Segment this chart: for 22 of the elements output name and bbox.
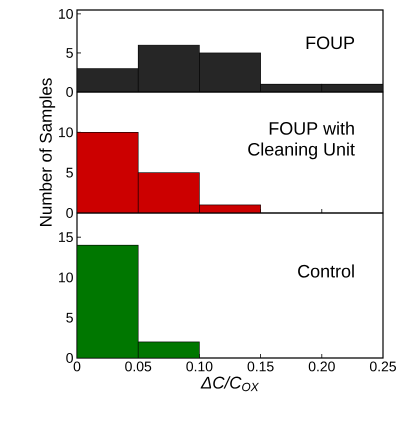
x-tick-label: 0.05 xyxy=(125,362,152,372)
y-tick-label: 0 xyxy=(66,208,73,218)
y-axis-title: Number of Samples xyxy=(39,78,56,226)
x-tick-label: 0 xyxy=(74,362,80,372)
y-tick-label: 10 xyxy=(59,8,73,19)
x-tick-label: 0.25 xyxy=(370,362,396,372)
x-tick-label: 0.20 xyxy=(308,362,335,372)
y-tick-label: 10 xyxy=(59,127,73,138)
x-tick-label: 0.10 xyxy=(186,362,212,372)
y-tick-label: 5 xyxy=(66,168,73,178)
x-axis-title: ΔC/C$_{OX}$ xyxy=(200,376,259,392)
y-tick-label: 5 xyxy=(66,312,73,323)
annotation: FOUP with xyxy=(270,122,354,135)
annotation: FOUP xyxy=(306,36,354,50)
x-tick-label: 0.15 xyxy=(248,362,274,372)
y-tick-label: 15 xyxy=(59,232,73,242)
y-tick-label: 10 xyxy=(59,272,73,282)
annotation: Cleaning Unit xyxy=(248,142,355,160)
y-tick-label: 5 xyxy=(66,48,73,58)
y-tick-label: 0 xyxy=(66,87,73,97)
y-tick-label: 0 xyxy=(66,353,73,363)
annotation: Control xyxy=(298,264,354,278)
